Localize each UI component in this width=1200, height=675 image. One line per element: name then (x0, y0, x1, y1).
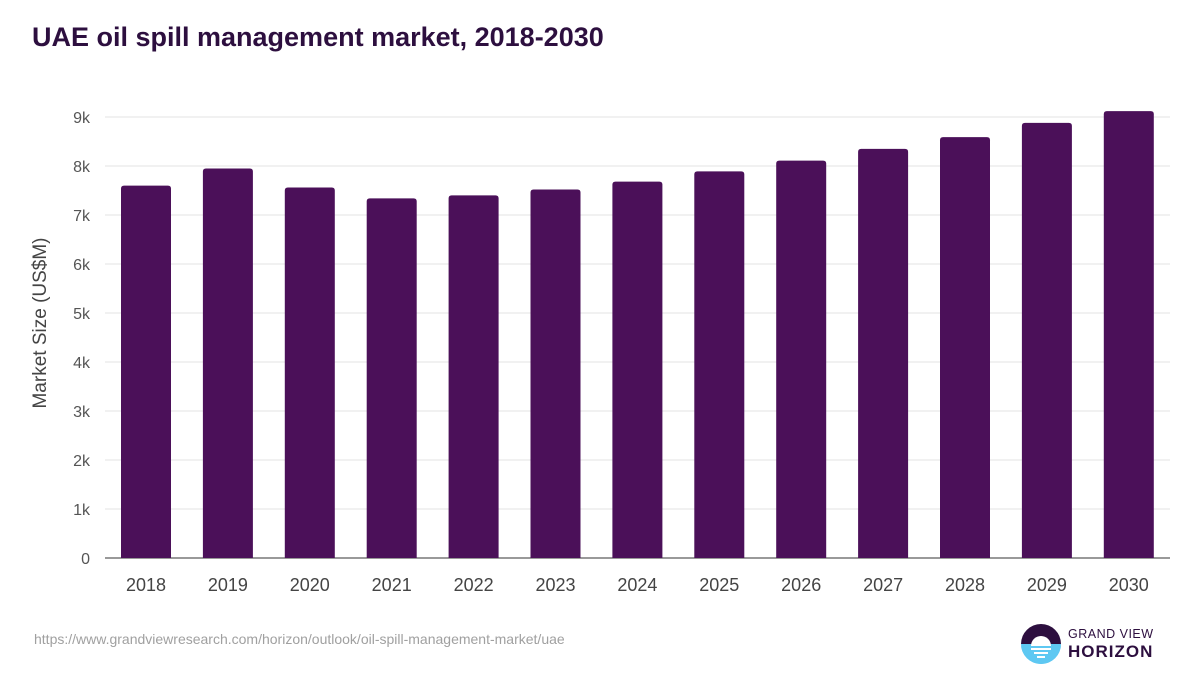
y-tick-label: 1k (73, 502, 91, 519)
x-tick-label: 2023 (535, 575, 575, 595)
x-tick-label: 2021 (372, 575, 412, 595)
source-url[interactable]: https://www.grandviewresearch.com/horizo… (34, 631, 565, 647)
y-tick-label: 5k (73, 306, 91, 323)
chart-title: UAE oil spill management market, 2018-20… (32, 22, 604, 52)
bar-2029[interactable] (1021, 122, 1072, 558)
bar-2022[interactable] (448, 195, 499, 558)
y-tick-label: 0 (81, 551, 90, 568)
x-tick-label: 2027 (863, 575, 903, 595)
bar-2019[interactable] (202, 168, 253, 558)
bar-2030[interactable] (1103, 111, 1154, 559)
y-axis-label: Market Size (US$M) (30, 237, 51, 408)
x-tick-label: 2018 (126, 575, 166, 595)
y-tick-label: 8k (73, 159, 91, 176)
y-tick-label: 3k (73, 404, 91, 421)
bar-2025[interactable] (694, 171, 745, 558)
logo-text-grand-view: GRAND VIEW (1068, 627, 1154, 641)
x-tick-label: 2020 (290, 575, 330, 595)
bar-2021[interactable] (366, 198, 417, 558)
y-tick-label: 4k (73, 355, 91, 372)
x-tick-label: 2029 (1027, 575, 1067, 595)
y-tick-label: 2k (73, 453, 91, 470)
grand-view-horizon-logo: GRAND VIEW HORIZON (1020, 623, 1170, 665)
x-tick-label: 2019 (208, 575, 248, 595)
bar-2024[interactable] (612, 181, 663, 558)
bar-2026[interactable] (776, 160, 827, 559)
bar-2027[interactable] (858, 148, 909, 558)
x-tick-label: 2026 (781, 575, 821, 595)
x-tick-label: 2028 (945, 575, 985, 595)
horizon-logo-icon (1021, 624, 1061, 664)
bar-2028[interactable] (940, 137, 990, 558)
x-tick-label: 2024 (617, 575, 657, 595)
x-tick-label: 2025 (699, 575, 739, 595)
bar-2023[interactable] (530, 189, 581, 558)
bar-2018[interactable] (121, 185, 171, 558)
bar-2020[interactable] (284, 187, 335, 558)
x-tick-label: 2022 (454, 575, 494, 595)
logo-text-horizon: HORIZON (1068, 642, 1154, 661)
y-tick-label: 6k (73, 257, 91, 274)
x-tick-label: 2030 (1109, 575, 1149, 595)
y-tick-label: 7k (73, 208, 91, 225)
y-tick-label: 9k (73, 110, 91, 127)
